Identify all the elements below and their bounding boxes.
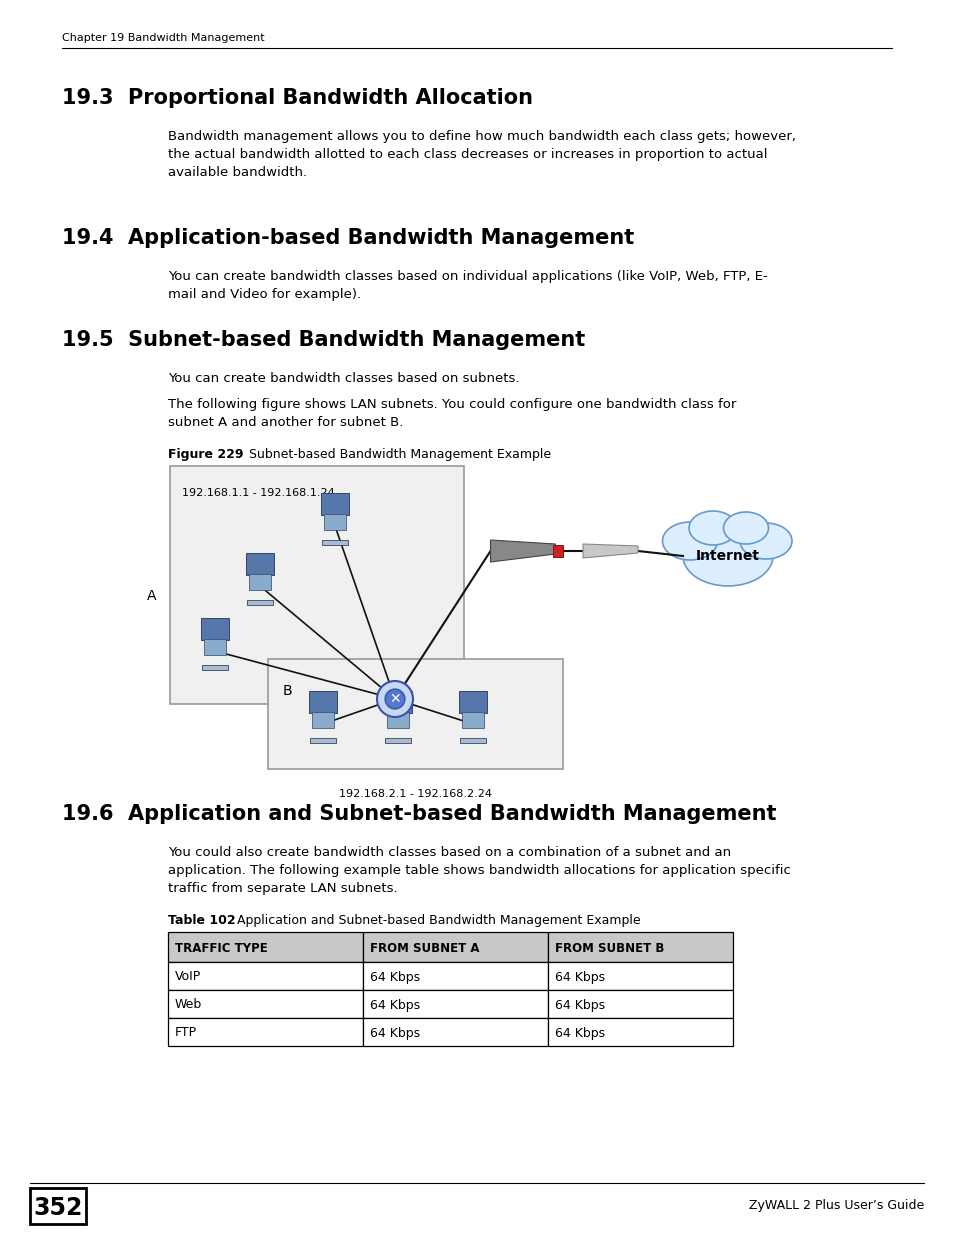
Bar: [363, 962, 547, 990]
Text: Table 102: Table 102: [168, 914, 235, 927]
Text: You can create bandwidth classes based on individual applications (like VoIP, We: You can create bandwidth classes based o…: [168, 270, 767, 301]
Text: 64 Kbps: 64 Kbps: [370, 971, 419, 983]
Polygon shape: [582, 543, 638, 558]
Text: TRAFFIC TYPE: TRAFFIC TYPE: [174, 941, 268, 955]
Text: The following figure shows LAN subnets. You could configure one bandwidth class : The following figure shows LAN subnets. …: [168, 398, 736, 429]
Bar: [309, 692, 336, 713]
Bar: [547, 1018, 732, 1046]
Bar: [387, 713, 409, 727]
Bar: [30, 1188, 86, 1224]
Text: Subnet-based Bandwidth Management Example: Subnet-based Bandwidth Management Exampl…: [236, 448, 551, 461]
Bar: [268, 659, 562, 769]
Text: ZyWALL 2 Plus User’s Guide: ZyWALL 2 Plus User’s Guide: [748, 1199, 923, 1213]
Bar: [363, 932, 547, 962]
Text: You can create bandwidth classes based on subnets.: You can create bandwidth classes based o…: [168, 372, 519, 385]
Text: 64 Kbps: 64 Kbps: [370, 999, 419, 1011]
Text: FROM SUBNET A: FROM SUBNET A: [370, 941, 479, 955]
Text: 64 Kbps: 64 Kbps: [370, 1026, 419, 1040]
Circle shape: [385, 689, 404, 709]
Ellipse shape: [722, 513, 768, 543]
Bar: [246, 553, 274, 576]
Bar: [310, 739, 335, 743]
Text: 192.168.2.1 - 192.168.2.24: 192.168.2.1 - 192.168.2.24: [338, 789, 492, 799]
Text: 19.4  Application-based Bandwidth Management: 19.4 Application-based Bandwidth Managem…: [62, 228, 634, 248]
Text: 192.168.1.1 - 192.168.1.24: 192.168.1.1 - 192.168.1.24: [182, 488, 335, 498]
Text: Internet: Internet: [696, 550, 760, 563]
Bar: [202, 664, 228, 671]
Polygon shape: [490, 540, 555, 562]
Text: Figure 229: Figure 229: [168, 448, 243, 461]
Bar: [553, 545, 563, 557]
Circle shape: [376, 680, 413, 718]
Bar: [459, 739, 485, 743]
Bar: [547, 990, 732, 1018]
Bar: [170, 466, 463, 704]
Bar: [204, 638, 226, 655]
Bar: [322, 540, 348, 545]
Text: 19.3  Proportional Bandwidth Allocation: 19.3 Proportional Bandwidth Allocation: [62, 88, 533, 107]
Bar: [168, 932, 363, 962]
Text: 64 Kbps: 64 Kbps: [555, 971, 604, 983]
Text: B: B: [283, 684, 293, 698]
Text: ✕: ✕: [389, 692, 400, 706]
Text: A: A: [147, 589, 156, 603]
Bar: [201, 618, 229, 640]
Bar: [385, 739, 411, 743]
Bar: [363, 990, 547, 1018]
Bar: [547, 932, 732, 962]
Ellipse shape: [682, 526, 772, 585]
Bar: [547, 962, 732, 990]
Bar: [168, 990, 363, 1018]
Text: Application and Subnet-based Bandwidth Management Example: Application and Subnet-based Bandwidth M…: [225, 914, 640, 927]
Text: Bandwidth management allows you to define how much bandwidth each class gets; ho: Bandwidth management allows you to defin…: [168, 130, 795, 179]
Bar: [168, 1018, 363, 1046]
Bar: [324, 514, 346, 530]
Ellipse shape: [688, 511, 737, 545]
Text: You could also create bandwidth classes based on a combination of a subnet and a: You could also create bandwidth classes …: [168, 846, 790, 895]
Text: VoIP: VoIP: [174, 971, 201, 983]
Bar: [168, 962, 363, 990]
Bar: [249, 574, 271, 590]
Text: 352: 352: [33, 1195, 83, 1220]
Text: 64 Kbps: 64 Kbps: [555, 999, 604, 1011]
Bar: [458, 692, 486, 713]
Text: FROM SUBNET B: FROM SUBNET B: [555, 941, 663, 955]
Text: 64 Kbps: 64 Kbps: [555, 1026, 604, 1040]
Text: Web: Web: [174, 999, 202, 1011]
Bar: [363, 1018, 547, 1046]
Bar: [320, 493, 349, 515]
Ellipse shape: [740, 522, 791, 559]
Bar: [461, 713, 483, 727]
Bar: [247, 600, 273, 605]
Text: 19.5  Subnet-based Bandwidth Management: 19.5 Subnet-based Bandwidth Management: [62, 330, 584, 350]
Bar: [384, 692, 412, 713]
Text: Chapter 19 Bandwidth Management: Chapter 19 Bandwidth Management: [62, 33, 264, 43]
Bar: [312, 713, 334, 727]
Text: 19.6  Application and Subnet-based Bandwidth Management: 19.6 Application and Subnet-based Bandwi…: [62, 804, 776, 824]
Text: FTP: FTP: [174, 1026, 197, 1040]
Ellipse shape: [661, 522, 717, 559]
